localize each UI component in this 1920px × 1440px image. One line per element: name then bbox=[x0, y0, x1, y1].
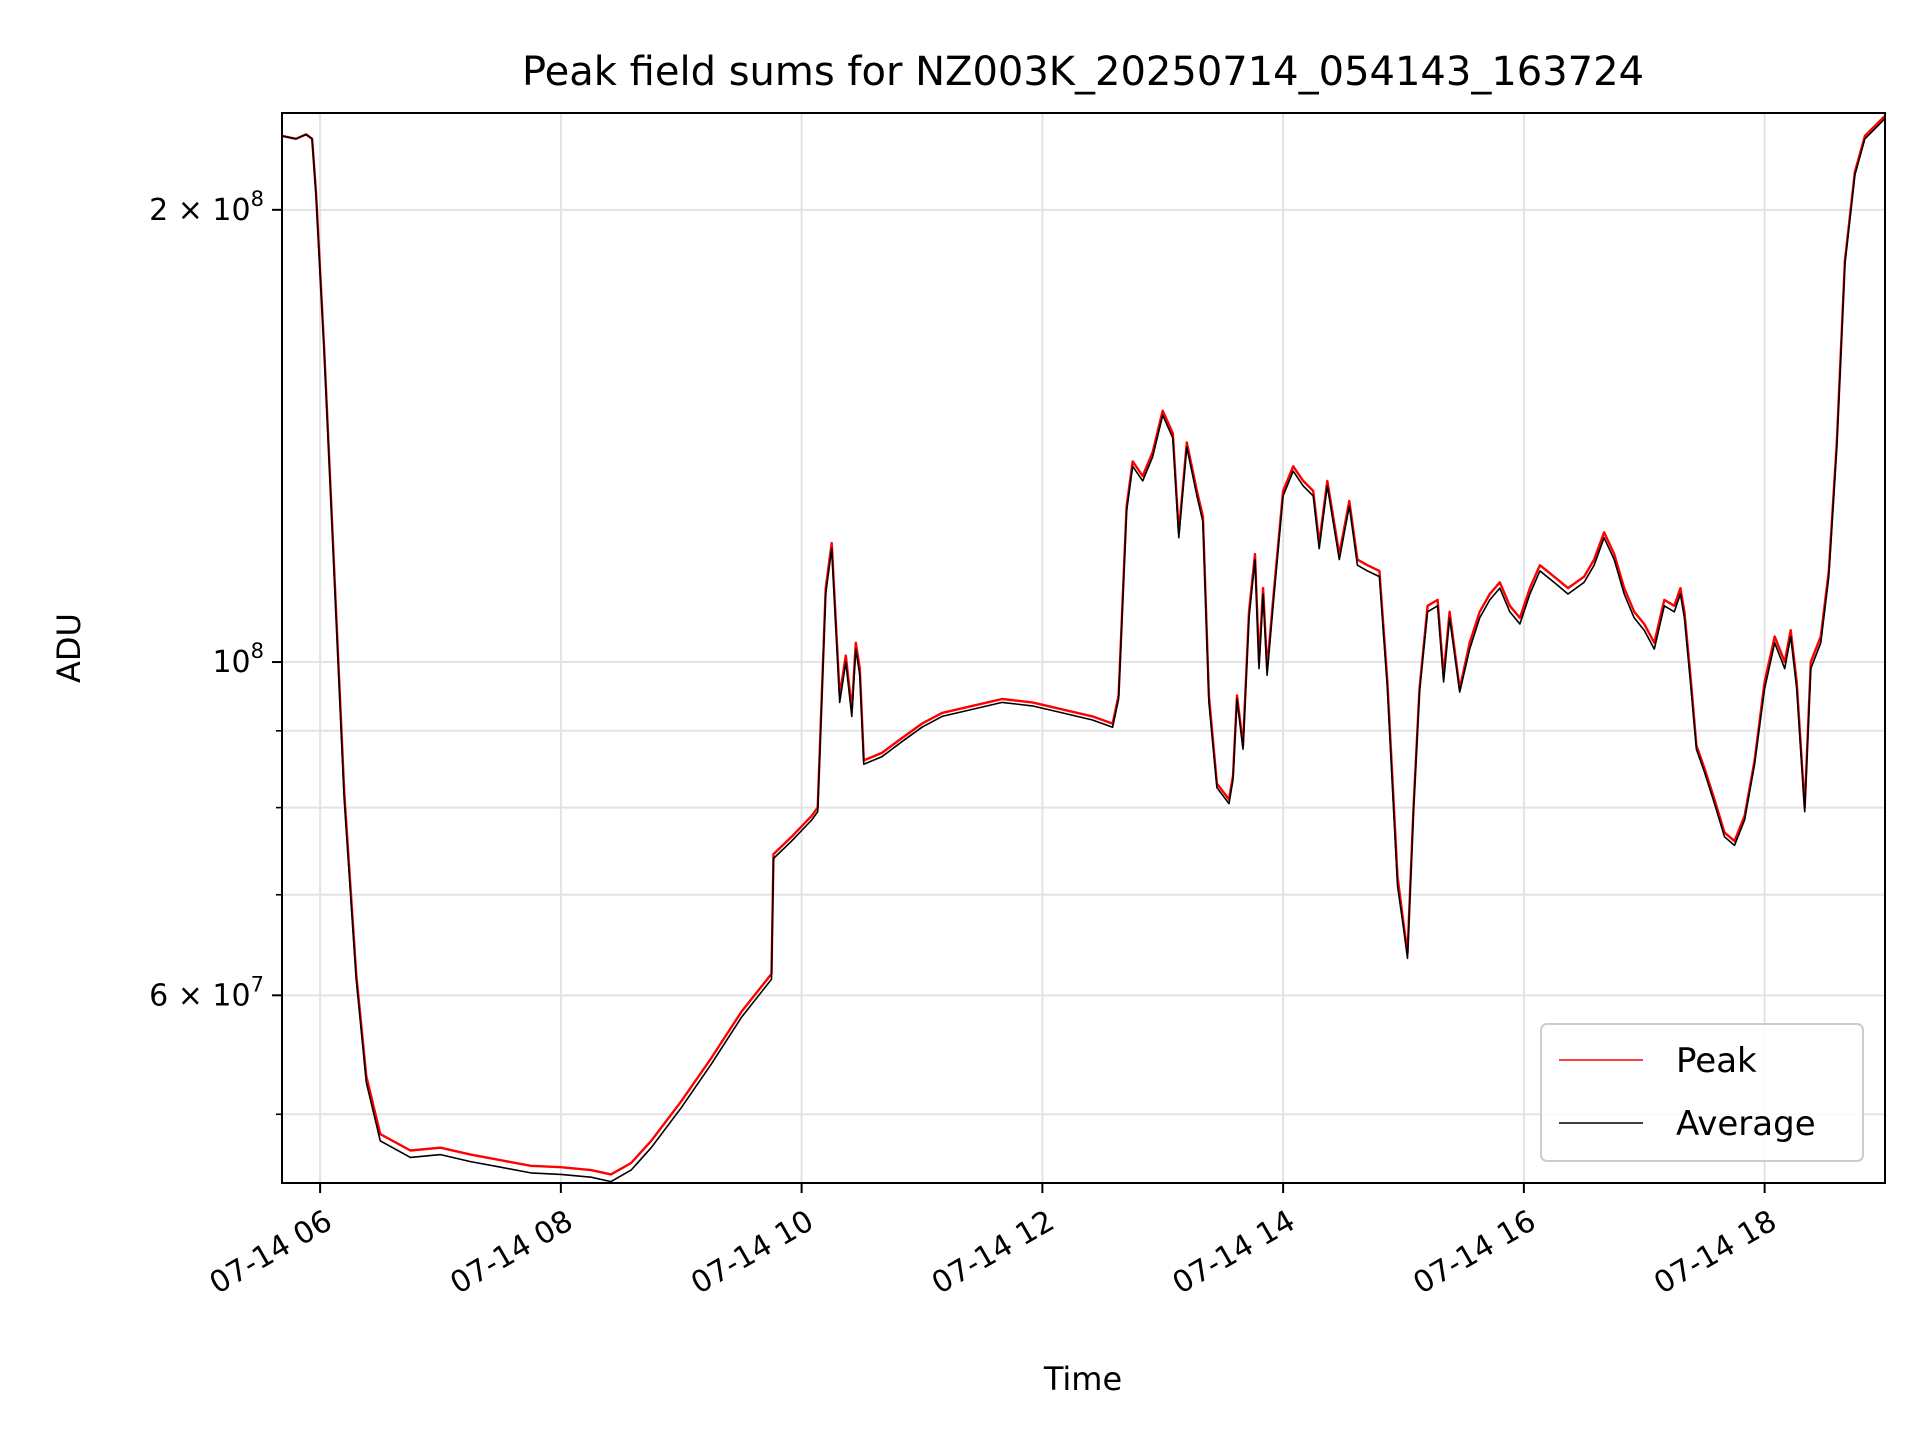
series-line-average bbox=[281, 118, 1886, 1183]
y-axis-label: ADU bbox=[50, 613, 88, 683]
grid bbox=[282, 113, 1885, 1183]
legend-box bbox=[1540, 1023, 1864, 1162]
x-axis-label: Time bbox=[1043, 1360, 1122, 1398]
legend-label-average: Average bbox=[1676, 1104, 1816, 1144]
y-tick-label: 6 × 107 bbox=[149, 972, 264, 1013]
series-layer bbox=[281, 114, 1886, 1183]
y-tick-label: 2 × 108 bbox=[149, 187, 264, 228]
plot-frame bbox=[281, 112, 1886, 1184]
chart-title: Peak field sums for NZ003K_20250714_0541… bbox=[522, 49, 1644, 95]
legend: Peak Average bbox=[1540, 1023, 1864, 1162]
legend-label-peak: Peak bbox=[1676, 1041, 1757, 1081]
